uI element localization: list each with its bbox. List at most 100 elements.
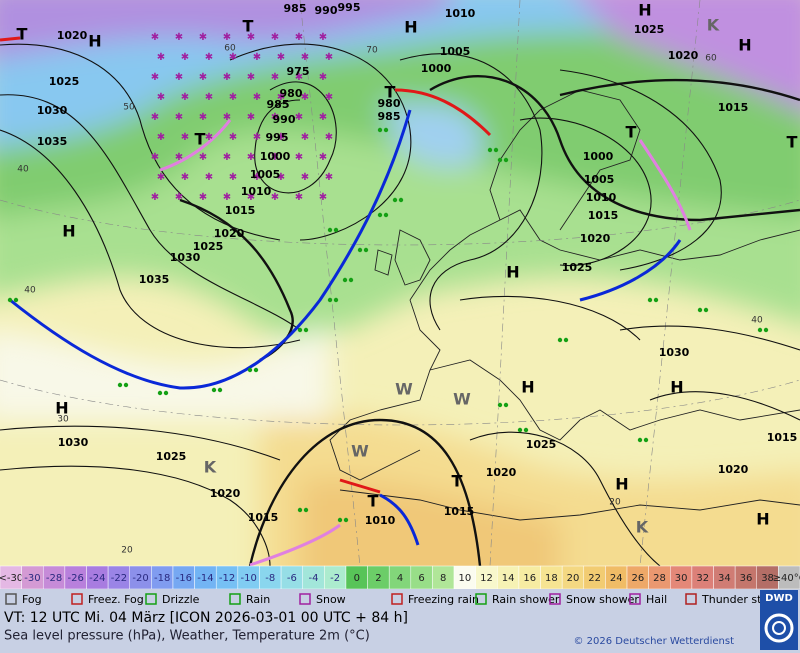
snow-symbol: ✱ — [229, 92, 237, 103]
rain-dot — [357, 247, 363, 253]
legend-icon — [685, 593, 697, 605]
weather-legend-label: Freezing rain — [408, 593, 479, 606]
pressure-label: 1035 — [139, 273, 170, 286]
snow-symbol: ✱ — [247, 112, 255, 123]
pressure-label: 1020 — [486, 466, 517, 479]
pressure-center: T — [243, 17, 254, 36]
scale-label: -20 — [132, 573, 148, 584]
snow-symbol: ✱ — [175, 112, 183, 123]
scale-label: 10 — [458, 573, 471, 584]
rain-dot — [363, 247, 369, 253]
weather-legend-label: Freez. Fog — [88, 593, 144, 606]
pressure-label: 1000 — [260, 150, 291, 163]
rain-dot — [297, 507, 303, 513]
pressure-label: 990 — [315, 4, 338, 17]
rain-dot — [377, 127, 383, 133]
pressure-label: 1020 — [214, 227, 245, 240]
snow-symbol: ✱ — [151, 112, 159, 123]
rain-dot — [163, 390, 169, 396]
snow-symbol: ✱ — [319, 192, 327, 203]
pressure-center: T — [452, 472, 463, 491]
pressure-label: 1020 — [210, 487, 241, 500]
pressure-center: H — [506, 263, 519, 282]
snow-symbol: ✱ — [271, 112, 279, 123]
pressure-label: 1030 — [170, 251, 201, 264]
rain-dot — [303, 327, 309, 333]
pressure-label: 1015 — [767, 431, 798, 444]
pressure-label: 1015 — [588, 209, 619, 222]
snow-symbol: ✱ — [175, 32, 183, 43]
pressure-label: 1025 — [562, 261, 593, 274]
weather-symbols: ✱ ✱ ✱ ✱ ✱ ✱ ✱ ✱ ✱ ✱ ✱ ✱ ✱ ✱ ✱ ✱ ✱ ✱ ✱ ✱ ✱ ✱ ✱ ✱ ✱ ✱ ✱ ✱ ✱ ✱ ✱ ✱ ✱ ✱ ✱ ✱ ✱ ✱ ✱ ✱… — [7, 32, 769, 523]
scale-label: 18 — [545, 573, 558, 584]
rain-dot — [493, 147, 499, 153]
pressure-label: 1010 — [365, 514, 396, 527]
rain-dot — [487, 147, 493, 153]
snow-symbol: ✱ — [277, 132, 285, 143]
weather-legend-label: Rain — [246, 593, 270, 606]
scale-label: -26 — [68, 573, 84, 584]
snow-symbol: ✱ — [319, 112, 327, 123]
pressure-center: H — [638, 1, 651, 20]
isobars — [0, 43, 800, 566]
scale-label: -8 — [265, 573, 275, 584]
rain-dot — [653, 297, 659, 303]
pressure-label: 1010 — [241, 185, 272, 198]
pressure-label: 1025 — [193, 240, 224, 253]
rain-dot — [503, 402, 509, 408]
snow-symbol: ✱ — [223, 152, 231, 163]
rain-dot — [117, 382, 123, 388]
rain-dot — [123, 382, 129, 388]
snow-symbol: ✱ — [223, 72, 231, 83]
snow-symbol: ✱ — [223, 32, 231, 43]
snow-symbol: ✱ — [205, 172, 213, 183]
snow-symbol: ✱ — [151, 152, 159, 163]
rain-dot — [517, 427, 523, 433]
snow-symbol: ✱ — [295, 32, 303, 43]
scale-label: -14 — [197, 573, 213, 584]
rain-dot — [637, 437, 643, 443]
pressure-center: T — [368, 492, 379, 511]
pressure-center: H — [615, 475, 628, 494]
rain-dot — [763, 327, 769, 333]
rain-dot — [398, 197, 404, 203]
logo-swirl — [764, 613, 794, 643]
snow-symbol: ✱ — [223, 112, 231, 123]
scale-label: 38 — [761, 573, 774, 584]
pressure-label: 1015 — [718, 101, 749, 114]
snow-symbol: ✱ — [277, 172, 285, 183]
pressure-center: H — [756, 510, 769, 529]
rain-dot — [757, 327, 763, 333]
scale-label: 36 — [740, 573, 753, 584]
rain-dot — [13, 297, 19, 303]
pressure-label: 1025 — [49, 75, 80, 88]
pressure-label: 1020 — [668, 49, 699, 62]
rain-dot — [7, 297, 13, 303]
pressure-center: T — [385, 83, 396, 102]
rain-dot — [253, 367, 259, 373]
pressure-label: 995 — [338, 1, 361, 14]
rain-dot — [333, 227, 339, 233]
pressure-center: T — [626, 123, 637, 142]
pressure-label: 985 — [378, 110, 401, 123]
pressure-center: H — [62, 222, 75, 241]
snow-symbol: ✱ — [319, 72, 327, 83]
scale-label: 14 — [502, 573, 515, 584]
pressure-label: 1030 — [58, 436, 89, 449]
rain-dot — [497, 402, 503, 408]
pressure-label: 1035 — [37, 135, 68, 148]
snow-symbol: ✱ — [325, 172, 333, 183]
temperature-label: 70 — [366, 46, 378, 56]
snow-symbol: ✱ — [199, 112, 207, 123]
scale-label: -10 — [240, 573, 256, 584]
snow-symbol: ✱ — [199, 152, 207, 163]
pressure-center: K — [636, 518, 649, 537]
snow-symbol: ✱ — [175, 192, 183, 203]
rain-dot — [333, 297, 339, 303]
graticule — [0, 0, 800, 566]
pressure-center: T — [787, 133, 798, 152]
temperature-label: 40 — [751, 316, 763, 326]
scale-label: -22 — [111, 573, 127, 584]
snow-symbol: ✱ — [181, 172, 189, 183]
